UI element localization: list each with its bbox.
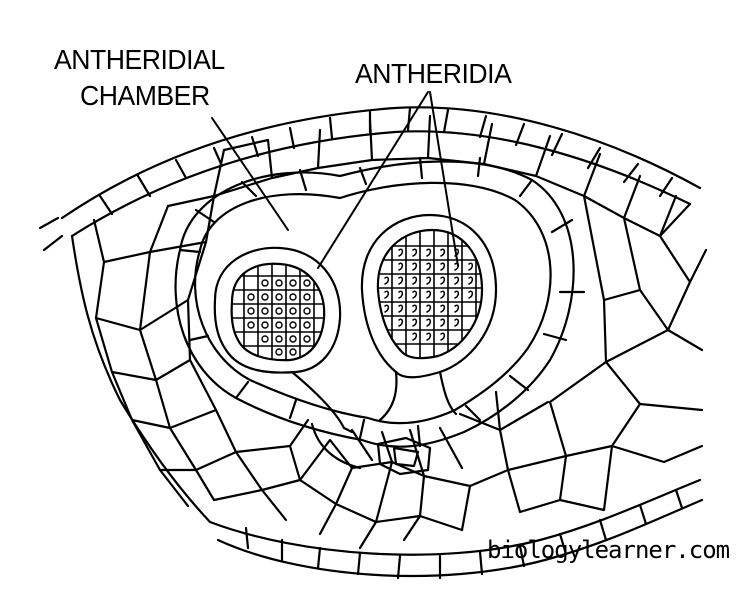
upper-epidermis [38,106,702,252]
left-antheridium [213,246,354,434]
right-antheridium [360,213,498,422]
leader-line-antheridia-right [429,91,459,267]
leader-line-antheridial-chamber [211,117,289,231]
antheridial-chamber [174,156,586,448]
label-leader-lines [211,91,459,269]
watermark-text: biologylearner.com [487,536,730,564]
label-chamber: CHAMBER [80,80,210,111]
label-antheridia: ANTHERIDIA [355,58,512,89]
leader-line-antheridia-left [317,91,429,269]
lower-epidermis [208,478,704,580]
label-antheridial: ANTHERIDIAL [54,44,225,75]
parenchyma-cells [70,114,708,550]
